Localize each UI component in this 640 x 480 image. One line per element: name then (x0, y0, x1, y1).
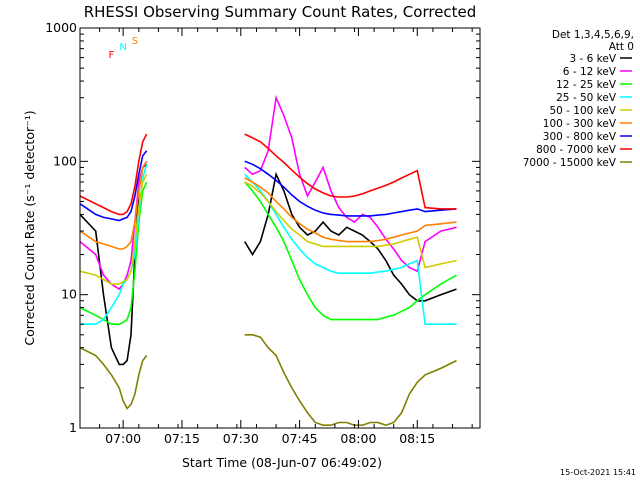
y-tick-label: 10 (61, 287, 77, 302)
x-tick-label: 07:45 (282, 431, 318, 446)
series-line-8 (79, 133, 457, 216)
series-line-1 (79, 163, 457, 366)
y-axis-label: Corrected Count Rate (s⁻¹ detector⁻¹) (22, 110, 37, 345)
series-line-3 (79, 181, 457, 325)
y-tick-label: 100 (53, 153, 77, 168)
x-tick-label: 08:15 (399, 431, 435, 446)
x-axis-label: Start Time (08-Jun-07 06:49:02) (182, 455, 382, 470)
plot-frame (79, 27, 481, 429)
legend-header-line: Att 0 (609, 41, 634, 53)
annotation-s: S (132, 36, 138, 47)
annotations-layer: FNS (108, 36, 138, 61)
legend-label-5: 50 - 100 keV (549, 105, 616, 117)
legend-label-7: 300 - 800 keV (543, 131, 617, 143)
series-line-9 (79, 334, 457, 427)
legend-label-8: 800 - 7000 keV (536, 144, 617, 156)
x-tick-label: 08:00 (340, 431, 376, 446)
legend-label-9: 7000 - 15000 keV (523, 157, 617, 169)
series-line-6 (79, 160, 457, 250)
annotation-n: N (119, 42, 126, 53)
y-tick-label: 1000 (45, 20, 77, 35)
annotation-f: F (108, 50, 114, 61)
x-tick-label: 07:15 (164, 431, 200, 446)
legend-label-2: 6 - 12 keV (563, 66, 617, 78)
series-line-7 (79, 150, 457, 222)
series-line-2 (79, 94, 457, 291)
timestamp: 15-Oct-2021 15:41 (560, 468, 636, 477)
x-tick-label: 07:00 (105, 431, 141, 446)
legend-label-4: 25 - 50 keV (556, 92, 617, 104)
legend-header-line: Det 1,3,4,5,6,9, (552, 29, 634, 41)
series-line-5 (79, 173, 457, 285)
legend-label-3: 12 - 25 keV (556, 79, 617, 91)
series-layer (79, 94, 457, 427)
chart-title: RHESSI Observing Summary Count Rates, Co… (84, 3, 477, 21)
legend-label-6: 100 - 300 keV (543, 118, 617, 130)
axes-layer: 07:00 07:15 07:30 07:45 08:00 08:15 1 10 100 1000 (45, 20, 480, 446)
y-tick-label: 1 (69, 420, 77, 435)
legend-label-1: 3 - 6 keV (569, 53, 616, 65)
x-tick-label: 07:30 (223, 431, 259, 446)
